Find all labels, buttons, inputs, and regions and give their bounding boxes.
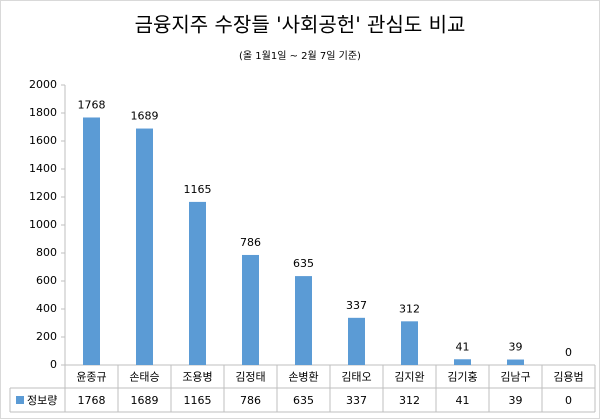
table-value: 41 — [456, 394, 470, 407]
y-tick-label: 2000 — [29, 78, 57, 91]
bar — [507, 359, 524, 365]
legend-key — [16, 396, 24, 404]
y-tick-label: 800 — [36, 246, 57, 259]
y-tick-label: 1800 — [29, 106, 57, 119]
data-label: 786 — [240, 236, 261, 249]
x-tick-label: 김태오 — [341, 371, 371, 384]
x-tick-label: 윤종규 — [76, 371, 106, 384]
bar — [348, 317, 365, 365]
y-tick-label: 1000 — [29, 218, 57, 231]
table-value: 1689 — [131, 394, 159, 407]
data-label: 312 — [399, 302, 420, 315]
x-tick-label: 김기홍 — [447, 370, 477, 384]
bar — [295, 276, 312, 365]
data-label: 337 — [346, 299, 367, 312]
bar — [83, 117, 100, 365]
data-label: 39 — [509, 341, 523, 354]
chart-title: 금융지주 수장들 '사회공헌' 관심도 비교 — [135, 13, 466, 37]
x-tick-label: 김정태 — [235, 371, 265, 384]
chart-subtitle: (올 1월1일 ~ 2월 7일 기준) — [239, 50, 361, 62]
x-tick-label: 김남구 — [500, 371, 530, 384]
data-label: 41 — [456, 340, 470, 353]
data-label: 635 — [293, 257, 314, 270]
x-tick-label: 손병환 — [288, 371, 318, 384]
y-tick-label: 1200 — [29, 190, 57, 203]
bar — [242, 254, 259, 365]
y-tick-label: 200 — [36, 330, 57, 343]
legend-label: 정보량 — [27, 394, 57, 407]
y-tick-label: 600 — [36, 274, 57, 287]
x-tick-label: 손태승 — [129, 371, 159, 384]
x-tick-label: 김지완 — [394, 371, 424, 384]
bar — [136, 128, 153, 365]
bar — [454, 359, 471, 365]
y-tick-label: 1400 — [29, 162, 57, 175]
bar — [189, 201, 206, 365]
table-value: 1768 — [78, 394, 106, 407]
data-label: 0 — [565, 346, 572, 359]
x-tick-label: 조용병 — [182, 371, 212, 384]
y-tick-label: 1600 — [29, 134, 57, 147]
table-value: 1165 — [184, 394, 212, 407]
bar — [401, 321, 418, 365]
table-value: 312 — [399, 394, 420, 407]
data-label: 1689 — [131, 110, 159, 123]
table-value: 0 — [565, 394, 572, 407]
table-value: 337 — [346, 394, 367, 407]
table-value: 786 — [240, 394, 261, 407]
data-label: 1768 — [78, 98, 106, 111]
x-tick-label: 김용범 — [553, 371, 583, 384]
table-value: 39 — [509, 394, 523, 407]
y-tick-label: 400 — [36, 302, 57, 315]
data-label: 1165 — [184, 183, 212, 196]
y-tick-label: 0 — [50, 358, 57, 371]
table-value: 635 — [293, 394, 314, 407]
